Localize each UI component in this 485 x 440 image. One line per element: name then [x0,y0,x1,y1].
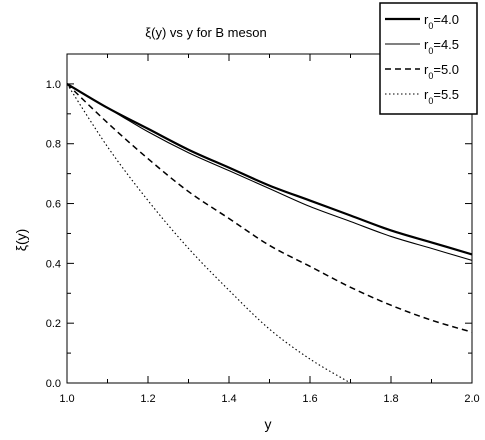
y-tick-label: 0.0 [46,378,61,390]
series-layer [66,82,473,384]
legend-entry-3: r0=5.0 [424,62,459,81]
x-tick-label: 1.0 [59,393,74,405]
legend-symbol: r [424,37,429,52]
legend-value: =5.0 [433,62,459,77]
legend-entry-2: r0=4.5 [424,37,459,56]
legend-box [379,2,478,115]
legend-subscript: 0 [428,96,433,106]
legend-entry-4: r0=5.5 [424,87,459,106]
legend-subscript: 0 [428,46,433,56]
legend-symbol: r [424,87,429,102]
x-tick-label: 1.8 [383,393,398,405]
y-tick-label: 1.0 [46,79,61,91]
legend-subscript: 0 [428,71,433,81]
legend-subscript: 0 [428,21,433,31]
x-tick-label: 2.0 [464,393,479,405]
chart-title: ξ(y) vs y for B meson [145,25,266,40]
y-tick-label: 0.8 [46,139,61,151]
x-axis: 1.0 1.2 1.4 1.6 1.8 2.0 [59,54,480,405]
legend: r0=4.0r0=4.5r0=5.0r0=5.5 [379,2,478,115]
legend-value: =4.0 [433,12,459,27]
x-tick-label: 1.4 [221,393,236,405]
y-axis: 0.0 0.2 0.4 0.6 0.8 1.0 [46,53,472,390]
x-tick-label: 1.6 [302,393,317,405]
y-tick-label: 0.6 [46,199,61,211]
legend-symbol: r [424,62,429,77]
legend-value: =4.5 [433,37,459,52]
series-line-4 [66,83,351,384]
y-tick-label: 0.2 [46,318,61,330]
series-line-2 [66,83,473,261]
series-line-3 [66,83,473,333]
y-axis-label: ξ(y) [13,229,29,252]
legend-entry-1: r0=4.0 [424,12,459,31]
legend-value: =5.5 [433,87,459,102]
legend-symbol: r [424,12,429,27]
series-line-1 [66,82,473,256]
x-axis-label: y [265,416,272,432]
y-tick-label: 0.4 [46,258,61,270]
x-tick-label: 1.2 [140,393,155,405]
